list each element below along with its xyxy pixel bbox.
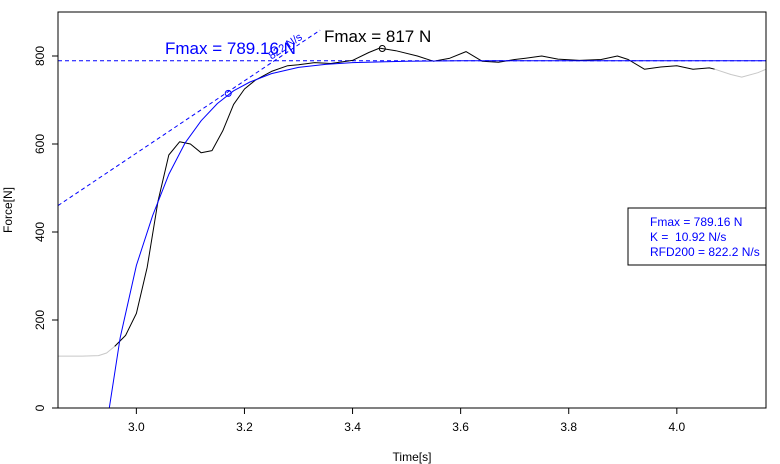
plot-area [58,29,766,408]
y-tick-label: 600 [33,134,47,154]
series-measured [114,47,715,347]
x-tick-label: 3.6 [452,420,469,434]
legend: Fmax = 789.16 N K = 10.92 N/s RFD200 = 8… [627,207,767,266]
x-axis-label: Time[s] [393,450,432,464]
legend-k: K = 10.92 N/s [650,230,726,244]
x-tick-label: 4.0 [668,420,685,434]
x-tick-label: 3.0 [128,420,145,434]
fit-fmax-annotation: Fmax = 789.16 N [165,39,296,58]
series-tail [714,68,766,78]
y-tick-label: 800 [33,46,47,66]
legend-rfd200: RFD200 = 822.2 N/s [650,245,760,259]
x-tick-label: 3.8 [560,420,577,434]
series-model-fit [108,60,766,408]
y-tick-label: 400 [33,222,47,242]
axes: 3.0 3.2 3.4 3.6 3.8 4.0 0 200 400 600 800 [33,46,685,434]
y-tick-label: 0 [33,404,47,411]
peak-point-marker [378,45,386,53]
y-tick-label: 200 [33,310,47,330]
legend-fmax: Fmax = 789.16 N [650,215,742,229]
fit-point-marker [224,89,232,97]
x-tick-label: 3.2 [236,420,253,434]
legend-box [627,207,767,266]
x-tick-label: 3.4 [344,420,361,434]
series-baseline [58,346,116,357]
tangent-line [58,29,321,207]
measured-fmax-annotation: Fmax = 817 N [324,27,431,46]
y-axis-label: Force[N] [1,187,15,233]
